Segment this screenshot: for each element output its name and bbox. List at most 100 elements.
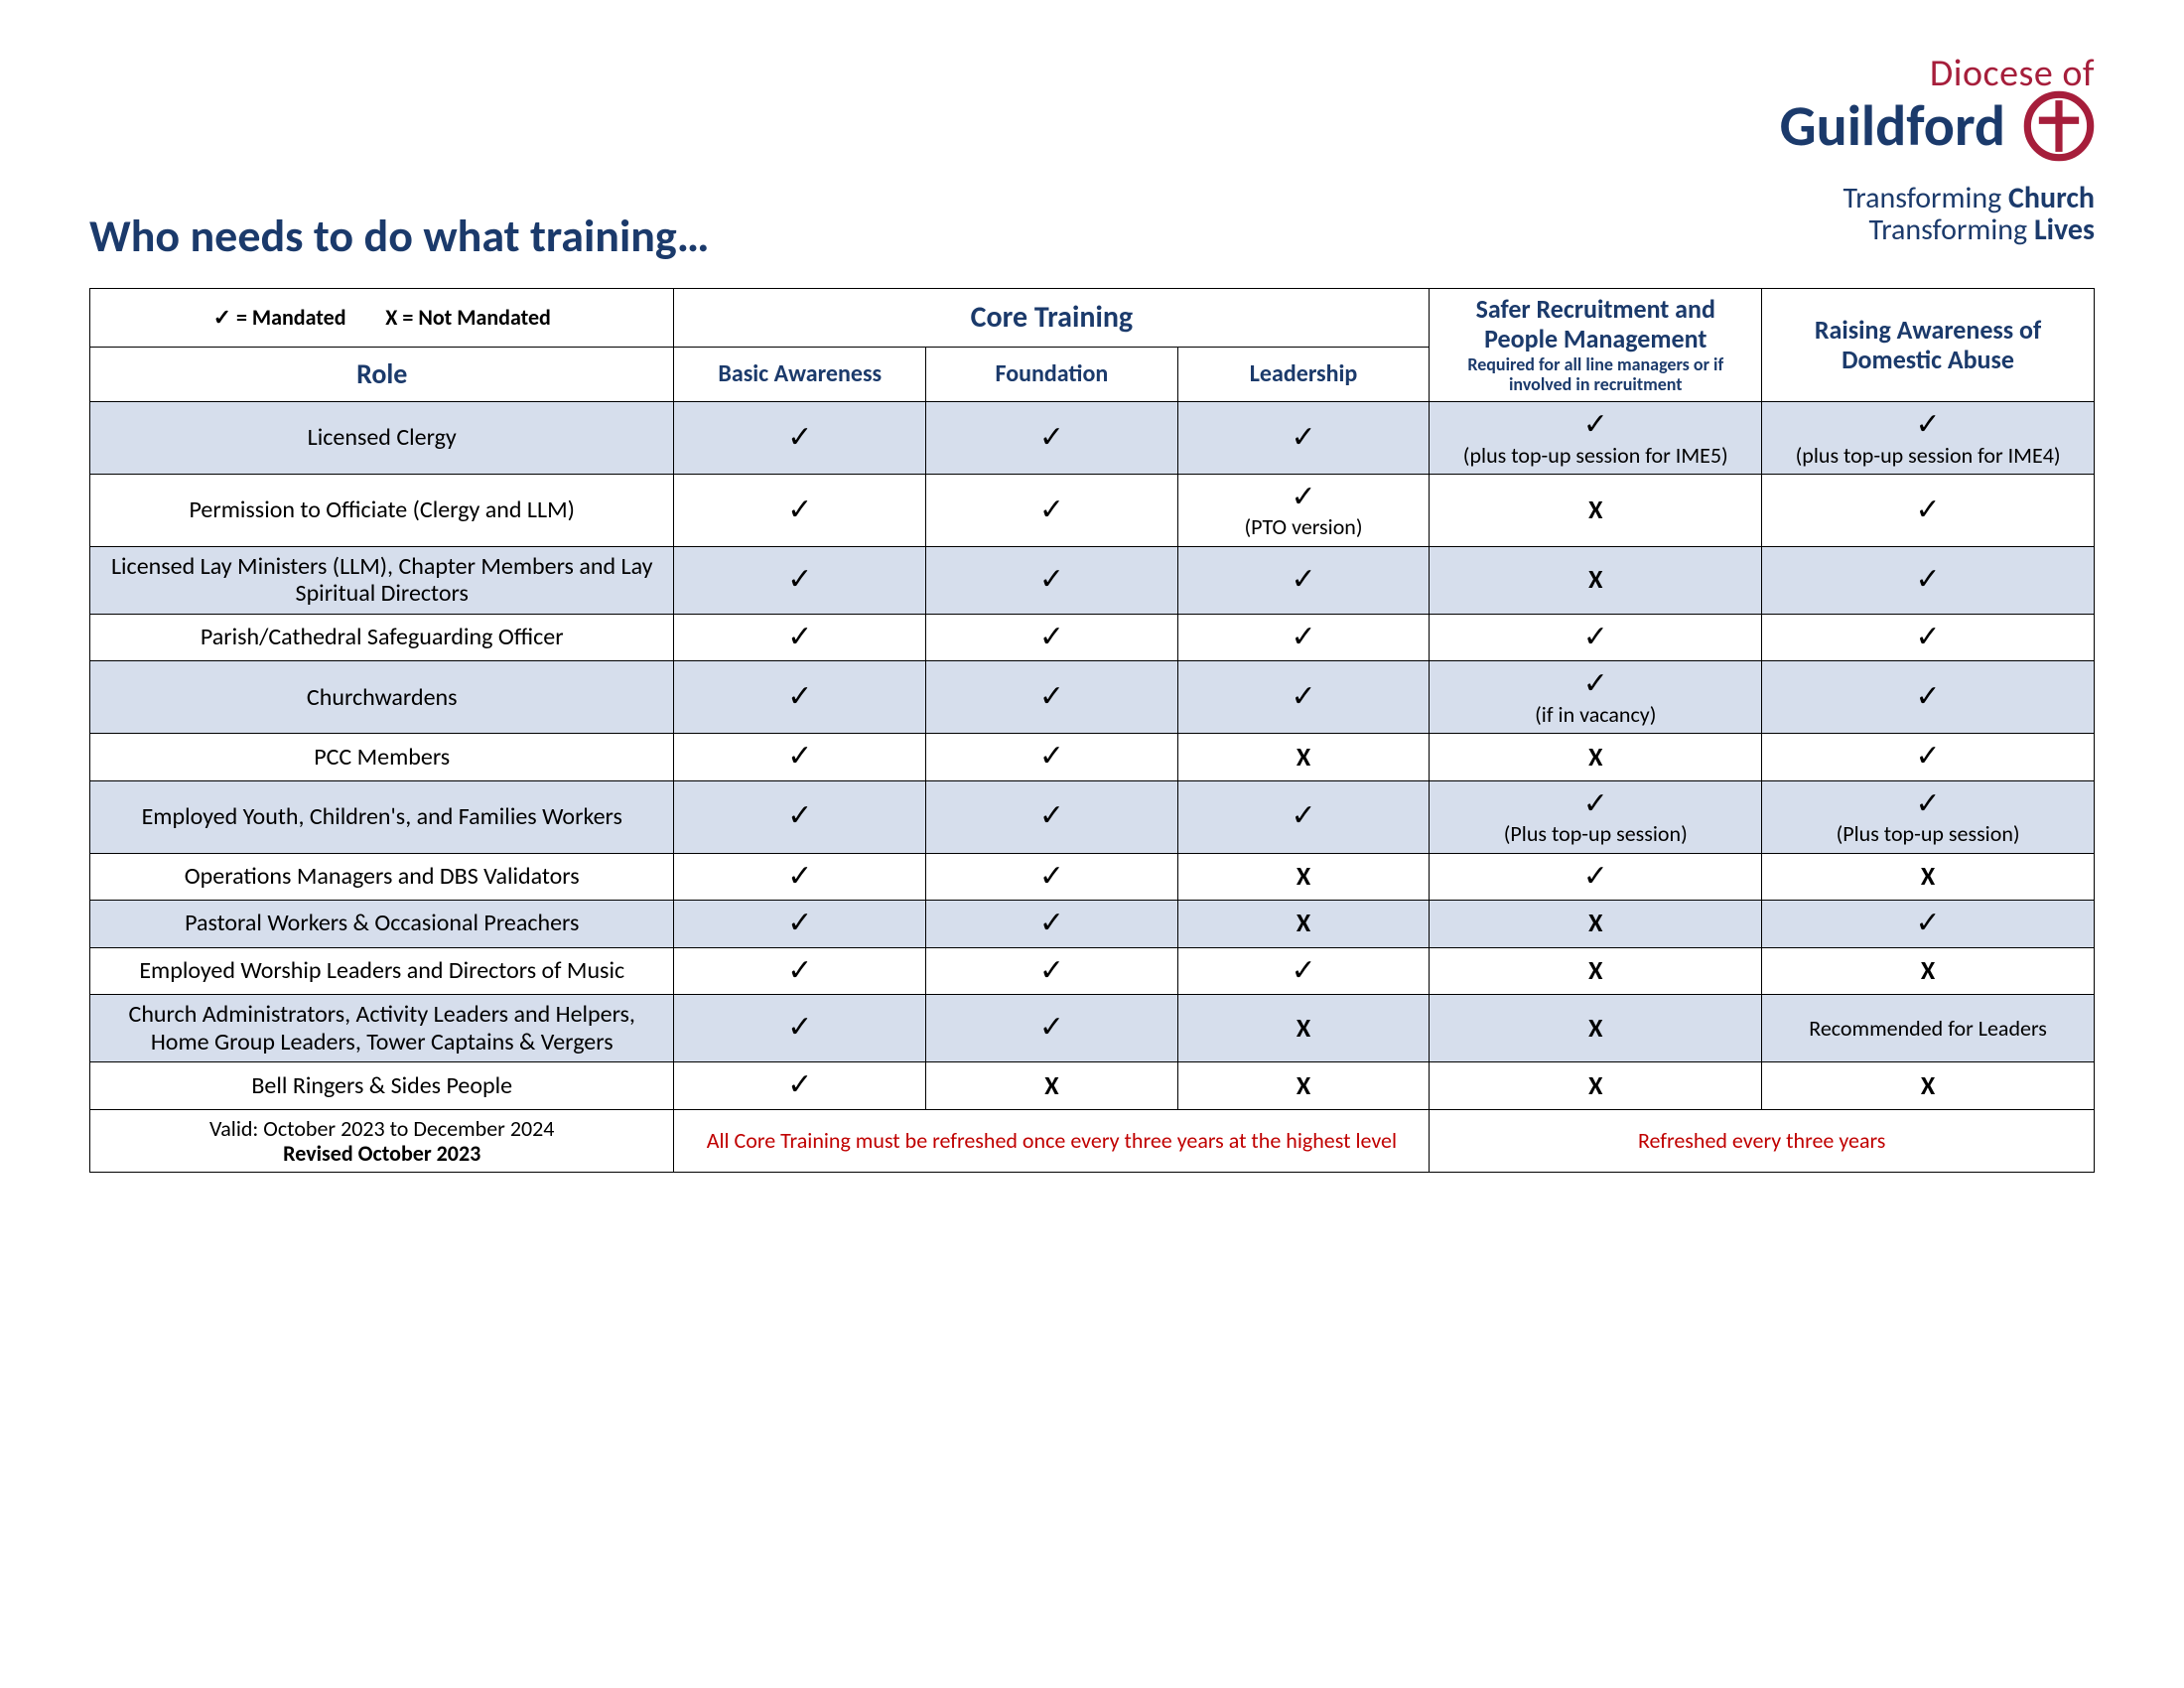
role-cell: Employed Youth, Children's, and Families… <box>90 780 674 853</box>
status-cell: ✓ <box>926 474 1178 546</box>
status-cell: ✓ <box>926 947 1178 995</box>
role-cell: Permission to Officiate (Clergy and LLM) <box>90 474 674 546</box>
status-cell: ✓ <box>674 402 926 475</box>
status-cell: ✓ <box>1177 780 1430 853</box>
status-cell: Recommended for Leaders <box>1762 995 2095 1062</box>
status-cell: ✓ <box>674 474 926 546</box>
table-row: Church Administrators, Activity Leaders … <box>90 995 2095 1062</box>
table-row: Licensed Clergy✓✓✓✓(plus top-up session … <box>90 402 2095 475</box>
status-cell: ✓(plus top-up session for IME4) <box>1762 402 2095 475</box>
status-cell: ✓ <box>1762 661 2095 734</box>
status-cell: X <box>1177 734 1430 781</box>
status-cell: ✓ <box>926 661 1178 734</box>
status-cell: ✓ <box>926 734 1178 781</box>
status-cell: ✓ <box>926 614 1178 661</box>
logo-tagline-2: Transforming Lives <box>1780 215 2095 245</box>
status-cell: ✓(PTO version) <box>1177 474 1430 546</box>
logo-text-main: Guildford <box>1780 90 2095 162</box>
role-cell: Church Administrators, Activity Leaders … <box>90 995 674 1062</box>
status-cell: ✓ <box>1177 947 1430 995</box>
status-cell: X <box>1762 947 2095 995</box>
training-matrix-table: ✓ = Mandated X = Not Mandated Core Train… <box>89 288 2095 1173</box>
status-cell: ✓(plus top-up session for IME5) <box>1430 402 1762 475</box>
footer-validity: Valid: October 2023 to December 2024 Rev… <box>90 1109 674 1173</box>
table-row: Bell Ringers & Sides People✓XXXX <box>90 1062 2095 1110</box>
legend-cell: ✓ = Mandated X = Not Mandated <box>90 289 674 348</box>
role-cell: Bell Ringers & Sides People <box>90 1062 674 1110</box>
status-cell: X <box>1177 901 1430 948</box>
status-cell: ✓(Plus top-up session) <box>1430 780 1762 853</box>
status-cell: X <box>1177 853 1430 901</box>
status-cell: ✓ <box>1762 734 2095 781</box>
status-cell: X <box>926 1062 1178 1110</box>
status-cell: ✓ <box>1762 546 2095 614</box>
status-cell: ✓ <box>674 734 926 781</box>
table-row: Operations Managers and DBS Validators✓✓… <box>90 853 2095 901</box>
status-cell: X <box>1430 995 1762 1062</box>
org-logo: Diocese of Guildford Transforming Church… <box>1780 55 2095 245</box>
role-cell: Licensed Clergy <box>90 402 674 475</box>
status-cell: ✓(if in vacancy) <box>1430 661 1762 734</box>
status-cell: ✓(Plus top-up session) <box>1762 780 2095 853</box>
status-cell: ✓ <box>926 995 1178 1062</box>
table-row: Employed Worship Leaders and Directors o… <box>90 947 2095 995</box>
status-cell: ✓ <box>1762 614 2095 661</box>
status-cell: ✓ <box>1177 402 1430 475</box>
status-cell: ✓ <box>1762 474 2095 546</box>
logo-tagline-1: Transforming Church <box>1780 184 2095 213</box>
status-cell: ✓ <box>926 402 1178 475</box>
status-cell: ✓ <box>1177 661 1430 734</box>
status-cell: ✓ <box>674 1062 926 1110</box>
table-row: Licensed Lay Ministers (LLM), Chapter Me… <box>90 546 2095 614</box>
status-cell: ✓ <box>1762 901 2095 948</box>
role-cell: Pastoral Workers & Occasional Preachers <box>90 901 674 948</box>
status-cell: X <box>1430 1062 1762 1110</box>
status-cell: ✓ <box>674 546 926 614</box>
status-cell: X <box>1430 901 1762 948</box>
cross-circle-icon <box>2023 90 2095 162</box>
role-cell: Churchwardens <box>90 661 674 734</box>
status-cell: X <box>1762 853 2095 901</box>
role-cell: Employed Worship Leaders and Directors o… <box>90 947 674 995</box>
status-cell: X <box>1430 947 1762 995</box>
footer-core-refresh-note: All Core Training must be refreshed once… <box>674 1109 1430 1173</box>
status-cell: X <box>1177 1062 1430 1110</box>
status-cell: ✓ <box>674 947 926 995</box>
status-cell: ✓ <box>674 614 926 661</box>
status-cell: ✓ <box>674 995 926 1062</box>
header-domestic-abuse: Raising Awareness of Domestic Abuse <box>1762 289 2095 402</box>
table-row: Pastoral Workers & Occasional Preachers✓… <box>90 901 2095 948</box>
status-cell: ✓ <box>1430 853 1762 901</box>
role-cell: PCC Members <box>90 734 674 781</box>
status-cell: ✓ <box>926 546 1178 614</box>
table-row: Parish/Cathedral Safeguarding Officer✓✓✓… <box>90 614 2095 661</box>
table-row: Permission to Officiate (Clergy and LLM)… <box>90 474 2095 546</box>
role-cell: Parish/Cathedral Safeguarding Officer <box>90 614 674 661</box>
status-cell: X <box>1430 474 1762 546</box>
status-cell: ✓ <box>1177 546 1430 614</box>
header-core-training: Core Training <box>674 289 1430 348</box>
status-cell: X <box>1430 546 1762 614</box>
header-leadership: Leadership <box>1177 347 1430 402</box>
header-foundation: Foundation <box>926 347 1178 402</box>
status-cell: ✓ <box>674 901 926 948</box>
status-cell: X <box>1762 1062 2095 1110</box>
status-cell: ✓ <box>674 853 926 901</box>
header-role: Role <box>90 347 674 402</box>
status-cell: X <box>1430 734 1762 781</box>
logo-text-top: Diocese of <box>1780 55 2095 92</box>
footer-right-refresh-note: Refreshed every three years <box>1430 1109 2095 1173</box>
header-safer-recruitment: Safer Recruitment and People Management … <box>1430 289 1762 402</box>
table-row: PCC Members✓✓XX✓ <box>90 734 2095 781</box>
role-cell: Operations Managers and DBS Validators <box>90 853 674 901</box>
header-basic-awareness: Basic Awareness <box>674 347 926 402</box>
status-cell: ✓ <box>926 901 1178 948</box>
status-cell: ✓ <box>926 853 1178 901</box>
status-cell: ✓ <box>926 780 1178 853</box>
table-row: Churchwardens✓✓✓✓(if in vacancy)✓ <box>90 661 2095 734</box>
status-cell: ✓ <box>674 661 926 734</box>
role-cell: Licensed Lay Ministers (LLM), Chapter Me… <box>90 546 674 614</box>
status-cell: ✓ <box>1430 614 1762 661</box>
status-cell: ✓ <box>1177 614 1430 661</box>
status-cell: ✓ <box>674 780 926 853</box>
